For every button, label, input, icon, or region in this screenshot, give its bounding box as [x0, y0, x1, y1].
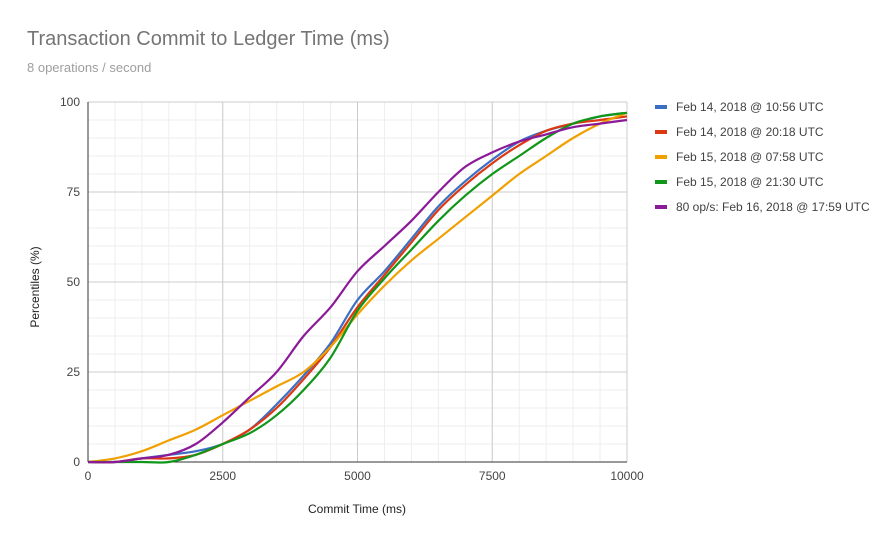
y-axis-title: Percentiles (%)	[28, 246, 42, 328]
x-tick-label: 2500	[209, 469, 236, 483]
legend-label: Feb 15, 2018 @ 07:58 UTC	[676, 149, 824, 164]
legend-item[interactable]: Feb 15, 2018 @ 21:30 UTC	[655, 169, 870, 194]
chart-subtitle: 8 operations / second	[27, 60, 152, 75]
y-tick-label: 0	[73, 455, 80, 469]
legend-item[interactable]: Feb 14, 2018 @ 20:18 UTC	[655, 119, 870, 144]
legend-item[interactable]: Feb 14, 2018 @ 10:56 UTC	[655, 94, 870, 119]
chart-title: Transaction Commit to Ledger Time (ms)	[27, 28, 390, 50]
legend-label: Feb 14, 2018 @ 10:56 UTC	[676, 99, 824, 114]
y-tick-label: 50	[67, 275, 81, 289]
x-tick-label: 10000	[610, 469, 644, 483]
tick-labels: 0 2500 5000 7500 10000 0 25 50 75 100	[60, 95, 644, 483]
y-tick-label: 100	[60, 95, 80, 109]
series-line-5	[87, 118, 628, 464]
y-tick-label: 25	[67, 365, 81, 379]
axes	[87, 102, 627, 463]
legend-swatch	[655, 104, 667, 109]
legend-swatch	[655, 154, 667, 159]
x-tick-label: 7500	[479, 469, 506, 483]
legend-swatch	[655, 129, 667, 134]
legend-swatch	[655, 204, 667, 209]
series-line-4	[88, 111, 628, 464]
x-tick-label: 0	[85, 469, 92, 483]
legend-swatch	[655, 179, 667, 184]
legend-item[interactable]: Feb 15, 2018 @ 07:58 UTC	[655, 144, 870, 169]
legend-label: 80 op/s: Feb 16, 2018 @ 17:59 UTC	[676, 199, 870, 214]
legend-label: Feb 14, 2018 @ 20:18 UTC	[676, 124, 824, 139]
series-lines	[87, 111, 628, 464]
x-axis-title: Commit Time (ms)	[308, 502, 406, 516]
legend-item[interactable]: 80 op/s: Feb 16, 2018 @ 17:59 UTC	[655, 194, 870, 219]
legend-label: Feb 15, 2018 @ 21:30 UTC	[676, 174, 824, 189]
legend: Feb 14, 2018 @ 10:56 UTC Feb 14, 2018 @ 2…	[655, 94, 870, 219]
series-line-2	[87, 115, 628, 464]
series-line-3	[87, 111, 628, 464]
y-tick-label: 75	[67, 185, 81, 199]
x-tick-label: 5000	[344, 469, 371, 483]
